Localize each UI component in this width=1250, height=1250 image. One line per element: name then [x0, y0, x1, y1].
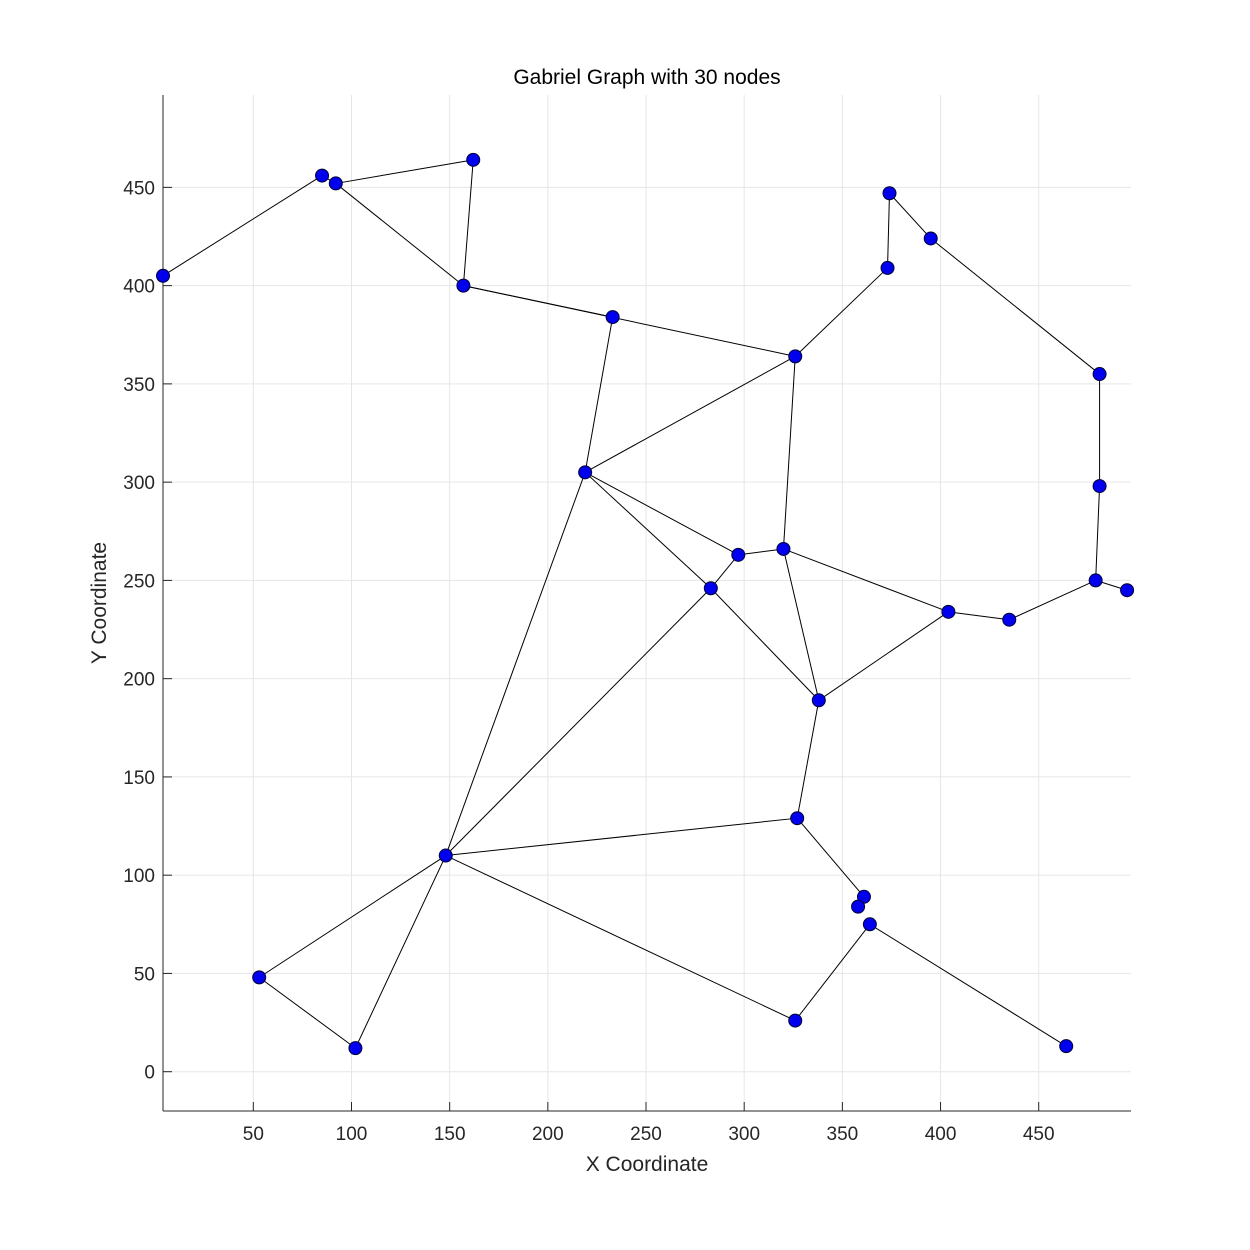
- x-tick-label: 300: [728, 1124, 760, 1145]
- graph-node: [851, 899, 866, 914]
- graph-node: [703, 581, 718, 596]
- graph-edge: [462, 159, 474, 286]
- graph-edge: [710, 554, 739, 589]
- graph-edge: [162, 175, 323, 277]
- x-axis-label: X Coordinate: [586, 1153, 709, 1176]
- graph-edge: [1009, 579, 1096, 621]
- y-tick-label: 200: [123, 670, 155, 691]
- graph-edge: [794, 924, 871, 1021]
- graph-node: [466, 152, 481, 167]
- graph-node: [1092, 367, 1107, 382]
- x-tick-label: 450: [1023, 1124, 1055, 1145]
- graph-edges: [162, 159, 1128, 1049]
- graph-edge: [354, 855, 447, 1049]
- graph-edge: [782, 356, 796, 549]
- y-axis-label: Y Coordinate: [88, 542, 111, 664]
- y-tick-label: 350: [123, 375, 155, 396]
- graph-node: [862, 917, 877, 932]
- graph-edge: [889, 192, 932, 239]
- graph-edge: [710, 587, 820, 701]
- graph-edge: [796, 700, 820, 819]
- graph-edge: [738, 548, 784, 556]
- graph-edge: [463, 285, 796, 357]
- graph-edge: [445, 472, 586, 856]
- graph-node: [438, 848, 453, 863]
- graph-node: [456, 278, 471, 293]
- graph-node: [941, 604, 956, 619]
- graph-edge: [584, 316, 614, 473]
- graph-node: [605, 310, 620, 325]
- graph-node: [811, 693, 826, 708]
- x-tick-label: 350: [827, 1124, 859, 1145]
- y-tick-label: 50: [134, 964, 155, 985]
- graph-node: [156, 268, 170, 283]
- y-tick-label: 0: [144, 1063, 155, 1084]
- graph-edge: [445, 855, 796, 1022]
- graph-nodes: [156, 152, 1135, 1056]
- graph-edge: [258, 855, 447, 978]
- graph-node: [1088, 573, 1103, 588]
- graph-node: [348, 1041, 363, 1056]
- y-tick-label: 400: [123, 277, 155, 298]
- graph-node: [315, 168, 330, 183]
- y-tick-label: 300: [123, 473, 155, 494]
- x-tick-label: 250: [630, 1124, 662, 1145]
- graph-node: [788, 1013, 803, 1028]
- graph-node: [882, 186, 897, 201]
- graph-node: [788, 349, 803, 364]
- graph-edge: [796, 817, 865, 898]
- graph-node: [790, 811, 805, 826]
- graph-edge: [584, 355, 796, 473]
- graph-edge: [258, 976, 356, 1049]
- graph-node: [1002, 612, 1017, 627]
- axes: [162, 95, 1131, 1112]
- y-tick-label: 250: [123, 571, 155, 592]
- graph-edge: [783, 548, 949, 613]
- x-tick-label: 100: [336, 1124, 368, 1145]
- y-tick-label: 100: [123, 866, 155, 887]
- graph-node: [1120, 583, 1135, 598]
- y-tick-label: 150: [123, 768, 155, 789]
- graph-node: [731, 547, 746, 562]
- graph-edge: [584, 471, 739, 556]
- graph-edge: [948, 611, 1010, 621]
- x-tick-label: 200: [532, 1124, 564, 1145]
- grid-lines: [163, 95, 1131, 1111]
- graph-node: [1059, 1039, 1074, 1054]
- x-tick-label: 150: [434, 1124, 466, 1145]
- graph-edge: [445, 817, 798, 857]
- graph-edge: [818, 611, 949, 701]
- graph-node: [776, 541, 791, 556]
- graph-node: [880, 260, 895, 275]
- graph-edge: [335, 159, 474, 184]
- graph-edge: [1095, 486, 1101, 581]
- graph-edge: [445, 587, 712, 856]
- graph-node: [252, 970, 267, 985]
- graph-edge: [794, 267, 888, 357]
- x-tick-label: 50: [243, 1124, 264, 1145]
- graph-edge: [887, 193, 890, 268]
- graph-node: [1092, 479, 1107, 494]
- graph-edge: [584, 471, 712, 589]
- graph-node: [923, 231, 938, 246]
- graph-edge: [782, 548, 820, 701]
- graph-node: [328, 176, 343, 191]
- x-tick-label: 400: [925, 1124, 957, 1145]
- graph-edge: [869, 923, 1067, 1047]
- graph-node: [578, 465, 593, 480]
- chart-title: Gabriel Graph with 30 nodes: [513, 66, 780, 89]
- graph-edge: [930, 238, 1100, 375]
- tick-labels: 50 100 150 200 250 300 350 400 450 0 50 100 150 200 25…: [123, 178, 1054, 1145]
- y-tick-label: 450: [123, 178, 155, 199]
- graph-edge: [335, 183, 464, 287]
